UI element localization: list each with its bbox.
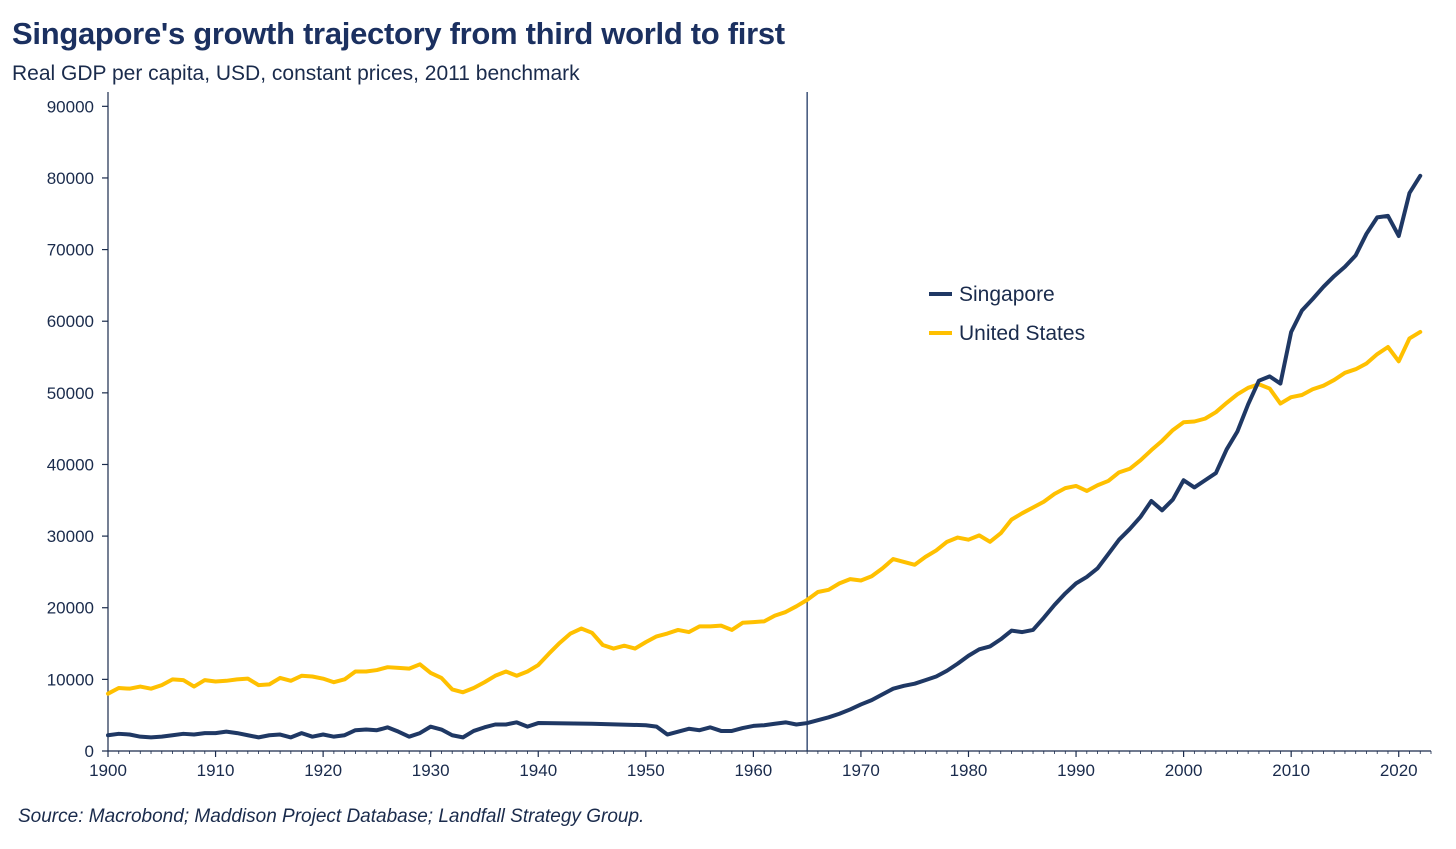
legend-label-united-states: United States xyxy=(959,322,1085,345)
series-line-singapore xyxy=(106,173,1423,740)
series-line-united-states xyxy=(106,329,1423,696)
y-tick-label: 0 xyxy=(85,742,94,761)
x-tick-label: 1920 xyxy=(304,761,342,780)
x-tick-label: 1990 xyxy=(1057,761,1095,780)
x-tick-label: 1930 xyxy=(412,761,450,780)
x-tick-label: 1900 xyxy=(89,761,127,780)
chart-title: Singapore's growth trajectory from third… xyxy=(12,16,785,51)
chart-series xyxy=(106,173,1423,740)
x-tick-label: 1960 xyxy=(734,761,772,780)
chart-legend: Singapore United States xyxy=(929,283,1085,345)
x-tick-label: 2010 xyxy=(1272,761,1310,780)
y-tick-label: 40000 xyxy=(47,455,94,474)
y-tick-label: 30000 xyxy=(47,527,94,546)
x-tick-label: 1940 xyxy=(519,761,557,780)
y-tick-label: 50000 xyxy=(47,384,94,403)
x-tick-label: 1910 xyxy=(197,761,235,780)
x-tick-label: 1950 xyxy=(627,761,665,780)
chart-subtitle: Real GDP per capita, USD, constant price… xyxy=(12,62,580,85)
y-tick-label: 90000 xyxy=(47,97,94,116)
x-tick-label: 2020 xyxy=(1380,761,1418,780)
y-tick-label: 20000 xyxy=(47,599,94,618)
chart-axes: 0 10000 20000 30000 40000 50000 60000 70000 8000… xyxy=(47,92,1432,780)
y-tick-label: 70000 xyxy=(47,241,94,260)
x-tick-label: 1970 xyxy=(842,761,880,780)
y-tick-label: 60000 xyxy=(47,312,94,331)
legend-label-singapore: Singapore xyxy=(959,283,1055,306)
x-tick-label: 2000 xyxy=(1165,761,1203,780)
source-note: Source: Macrobond; Maddison Project Data… xyxy=(18,806,645,827)
y-tick-label: 80000 xyxy=(47,169,94,188)
x-tick-label: 1980 xyxy=(950,761,988,780)
y-tick-label: 10000 xyxy=(47,670,94,689)
